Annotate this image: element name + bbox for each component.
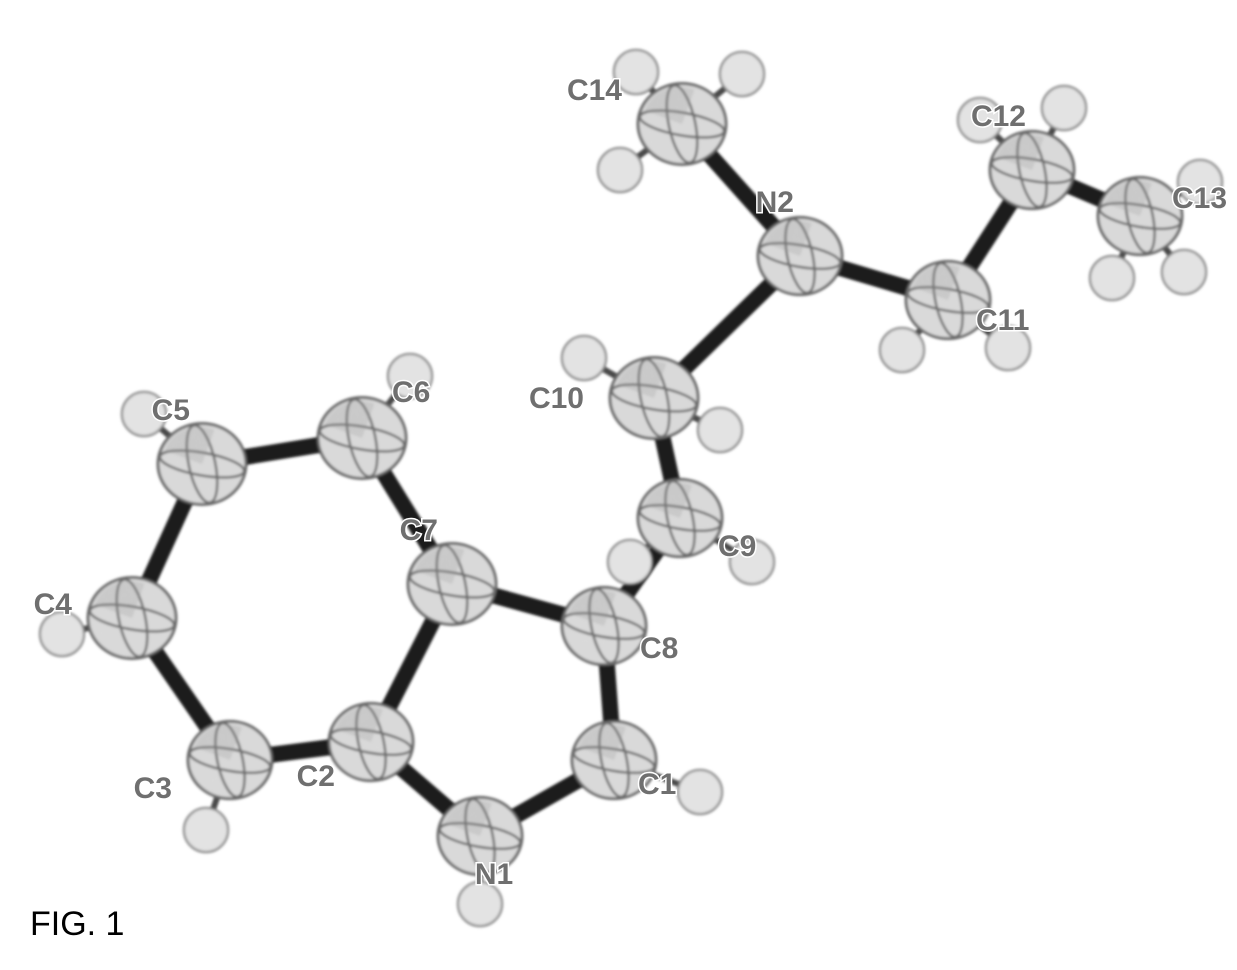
atom-label: C5 (152, 394, 190, 427)
bonds-layer (142, 142, 1119, 825)
hydrogen (678, 770, 722, 814)
hydrogen (608, 540, 652, 584)
ortep-diagram: N1 C1 C2 C3 C4 C5 C6 C7 C8 C9 C10 N2 C11 C12 C13 C14 (0, 0, 1237, 970)
atoms-layer (88, 76, 1182, 875)
atom-label: C3 (134, 772, 172, 805)
hydrogen (698, 408, 742, 452)
atom-label: C2 (297, 760, 335, 793)
hydrogen (720, 52, 764, 96)
hydrogen (1042, 86, 1086, 130)
atom-c2 (329, 696, 413, 781)
atom-label: C14 (567, 74, 622, 107)
atom-c12 (990, 124, 1074, 209)
hydrogen (1162, 250, 1206, 294)
figure-stage: N1 C1 C2 C3 C4 C5 C6 C7 C8 C9 C10 N2 C11 C12 C13 C14 FI… (0, 0, 1237, 970)
atom-label: N1 (475, 858, 513, 891)
hydrogen (562, 336, 606, 380)
hydrogen (1090, 256, 1134, 300)
atom-c5 (158, 416, 246, 505)
atom-label: C13 (1172, 182, 1227, 215)
atom-label: C9 (718, 530, 756, 563)
atom-label: N2 (756, 186, 794, 219)
atom-c4 (88, 570, 176, 659)
hydrogen (184, 808, 228, 852)
atom-label: C10 (529, 382, 584, 415)
atom-label: C6 (392, 376, 430, 409)
atom-label: C7 (400, 514, 438, 547)
atom-c13 (1098, 170, 1182, 255)
bond (382, 606, 441, 722)
atom-c7 (408, 536, 496, 625)
atom-label: C8 (640, 632, 678, 665)
figure-caption: FIG. 1 (30, 905, 124, 944)
atom-label: C12 (971, 100, 1026, 133)
atom-label: C1 (638, 768, 676, 801)
bond (671, 272, 783, 381)
atom-label: C11 (976, 304, 1029, 337)
hydrogen (880, 328, 924, 372)
hydrogen (598, 148, 642, 192)
atom-label: C4 (34, 588, 73, 621)
atom-c9 (638, 472, 722, 557)
